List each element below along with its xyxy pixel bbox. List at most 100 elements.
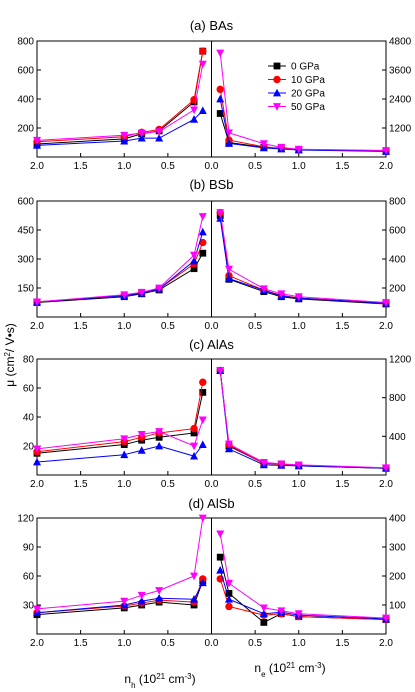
series-line-electron bbox=[219, 533, 387, 619]
y-tick-label-left: 800 bbox=[17, 37, 34, 48]
series-line-hole bbox=[36, 580, 204, 616]
data-point-hole bbox=[199, 388, 207, 396]
legend-label: 10 GPa bbox=[291, 75, 325, 86]
series-line-hole bbox=[36, 110, 204, 146]
data-point-electron bbox=[216, 49, 225, 58]
data-point-hole bbox=[199, 378, 207, 386]
y-tick-label-left: 40 bbox=[23, 413, 35, 424]
x-axis-label-right: ne (1021 cm-3) bbox=[254, 661, 325, 679]
series-line-electron bbox=[219, 578, 387, 620]
data-point-hole bbox=[33, 136, 41, 145]
data-point-electron bbox=[216, 214, 225, 222]
legend-marker bbox=[273, 62, 281, 70]
x-tick-label-left: 0.0 bbox=[205, 321, 219, 332]
data-point-hole bbox=[190, 265, 198, 273]
legend-marker bbox=[273, 103, 281, 111]
series-line-hole bbox=[36, 51, 204, 145]
series-50-gpa bbox=[33, 209, 390, 307]
data-point-electron bbox=[216, 110, 224, 117]
y-tick-label-right: 300 bbox=[389, 543, 406, 554]
series-line-electron bbox=[219, 370, 387, 469]
data-point-hole bbox=[198, 227, 207, 236]
data-point-hole bbox=[137, 129, 146, 138]
series-line-hole bbox=[36, 382, 204, 453]
panel-4: (d) AlSb 30 60 90 120 100 200 300 400 2.0 1.5 1.0 0.… bbox=[17, 496, 406, 649]
legend-label: 0 GPa bbox=[291, 62, 320, 73]
x-tick-label-left: 0.0 bbox=[205, 161, 219, 172]
data-point-electron bbox=[277, 607, 286, 615]
y-tick-label-left: 60 bbox=[23, 384, 35, 395]
x-axis-label-left: nh (1021 cm-3) bbox=[124, 672, 195, 690]
data-point-electron bbox=[294, 145, 303, 154]
x-tick-label-left: 0.5 bbox=[161, 479, 175, 490]
x-tick-label-left: 1.0 bbox=[117, 321, 131, 332]
y-tick-label-left: 200 bbox=[17, 124, 34, 135]
data-point-hole bbox=[198, 60, 207, 69]
series-line-hole bbox=[36, 444, 204, 463]
x-tick-label-left: 0.0 bbox=[205, 638, 219, 649]
x-tick-label-right: 1.0 bbox=[292, 638, 306, 649]
y-tick-label-left: 600 bbox=[17, 66, 34, 77]
x-tick-label-left: 2.0 bbox=[30, 638, 44, 649]
data-point-electron bbox=[382, 299, 390, 307]
data-point-hole bbox=[198, 440, 207, 448]
data-point-hole bbox=[190, 451, 199, 460]
data-point-hole bbox=[198, 213, 207, 221]
data-point-hole bbox=[155, 587, 164, 595]
data-point-hole bbox=[33, 298, 41, 307]
data-point-hole bbox=[33, 445, 41, 454]
panel-2: (b) BSb 150 300 450 600 200 400 600 800 2.0 1.5 1.0… bbox=[17, 177, 406, 332]
y-tick-label-right: 3600 bbox=[389, 66, 412, 77]
panel-3: (c) AlAs 20 40 60 80 400 800 1200 2.0 1.5 1.0 0.5 0.… bbox=[23, 337, 412, 490]
series-line-hole bbox=[36, 242, 204, 303]
legend: 0 GPa 10 GPa 20 GPa 50 GPa bbox=[268, 62, 325, 113]
data-point-electron bbox=[224, 579, 233, 588]
series-line-electron bbox=[219, 53, 387, 151]
x-tick-label-left: 1.5 bbox=[74, 321, 88, 332]
panel-title: (c) AlAs bbox=[189, 337, 234, 352]
data-point-electron bbox=[224, 444, 233, 453]
data-point-hole bbox=[199, 238, 207, 247]
y-tick-label-left: 30 bbox=[23, 601, 35, 612]
data-point-electron bbox=[259, 140, 268, 148]
series-line-electron bbox=[219, 215, 387, 305]
data-point-hole bbox=[137, 431, 146, 439]
data-point-hole bbox=[190, 572, 199, 581]
data-point-hole bbox=[190, 442, 199, 451]
x-tick-label-left: 1.5 bbox=[74, 638, 88, 649]
data-point-electron bbox=[260, 619, 268, 626]
data-point-hole bbox=[198, 416, 207, 425]
data-point-hole bbox=[198, 514, 207, 523]
data-point-hole bbox=[190, 256, 199, 265]
x-tick-label-left: 0.5 bbox=[161, 321, 175, 332]
x-tick-label-right: 1.5 bbox=[335, 638, 349, 649]
data-point-electron bbox=[224, 129, 233, 138]
y-tick-label-right: 400 bbox=[389, 432, 406, 443]
data-point-electron bbox=[216, 530, 225, 539]
data-point-electron bbox=[294, 293, 303, 301]
data-point-hole bbox=[198, 106, 207, 114]
series-line-electron bbox=[219, 98, 387, 152]
x-tick-label-right: 1.5 bbox=[335, 161, 349, 172]
x-tick-label-left: 1.5 bbox=[74, 479, 88, 490]
data-point-hole bbox=[190, 106, 199, 115]
y-tick-label-right: 800 bbox=[389, 393, 406, 404]
data-point-hole bbox=[155, 133, 164, 142]
data-point-electron bbox=[216, 553, 224, 561]
legend-marker bbox=[273, 75, 281, 84]
data-point-hole bbox=[137, 288, 146, 297]
y-tick-label-right: 200 bbox=[389, 284, 406, 295]
data-point-electron bbox=[277, 460, 286, 469]
x-tick-label-left: 0.5 bbox=[161, 638, 175, 649]
data-point-electron bbox=[382, 147, 390, 155]
data-point-electron bbox=[225, 590, 233, 597]
panel-title: (b) BSb bbox=[189, 177, 233, 192]
x-tick-label-right: 1.0 bbox=[292, 161, 306, 172]
y-tick-label-left: 90 bbox=[23, 543, 35, 554]
y-tick-label-left: 300 bbox=[17, 255, 34, 266]
data-point-hole bbox=[155, 284, 164, 293]
series-line-electron bbox=[219, 218, 387, 304]
y-tick-label-left: 400 bbox=[17, 95, 34, 106]
x-tick-label-right: 0.5 bbox=[248, 638, 262, 649]
data-point-hole bbox=[120, 131, 129, 140]
